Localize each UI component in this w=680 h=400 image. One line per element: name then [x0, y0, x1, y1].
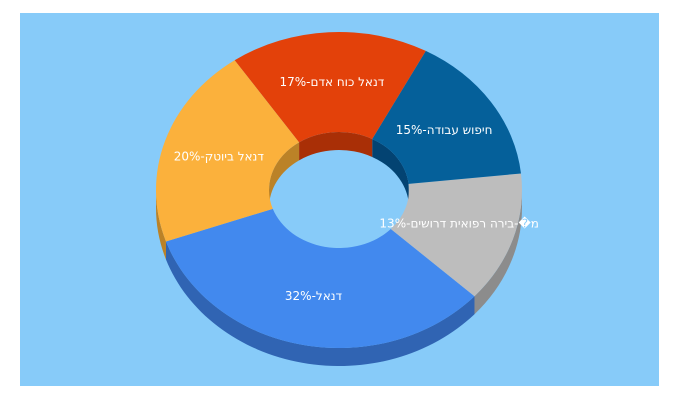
slice-danel-manpower[interactable] — [234, 32, 426, 143]
slice-side-danel-biotech-inner-1 — [269, 142, 300, 208]
slice-medical[interactable] — [390, 173, 522, 297]
slice-label-job-search: 15%-חיפוש עבודה — [396, 123, 493, 137]
slice-side-danel-manpower-inner-0 — [299, 132, 373, 161]
slice-side-danel-outer-0 — [165, 241, 475, 367]
slice-danel-biotech[interactable] — [156, 60, 300, 242]
slice-label-danel-manpower: 17%-דנאל כוח אדם — [279, 75, 384, 89]
slice-job-search[interactable] — [372, 50, 521, 184]
donut-slices — [156, 32, 522, 349]
slice-label-medical: 13%-מ�-בירה רפואית דרושים — [379, 217, 539, 231]
slice-danel[interactable] — [165, 208, 475, 349]
slice-labels: 32%-דנאל 13%-מ�-בירה רפואית דרושים 15%-ח… — [174, 75, 539, 303]
slice-side-danel-biotech-outer-0 — [156, 190, 166, 260]
slice-label-danel-biotech: 20%-דנאל ביוטק — [174, 149, 265, 163]
slice-side-job-search-inner-0 — [372, 138, 409, 202]
slice-side-medical-outer-0 — [474, 190, 522, 315]
slice-label-danel: 32%-דנאל — [285, 289, 343, 303]
